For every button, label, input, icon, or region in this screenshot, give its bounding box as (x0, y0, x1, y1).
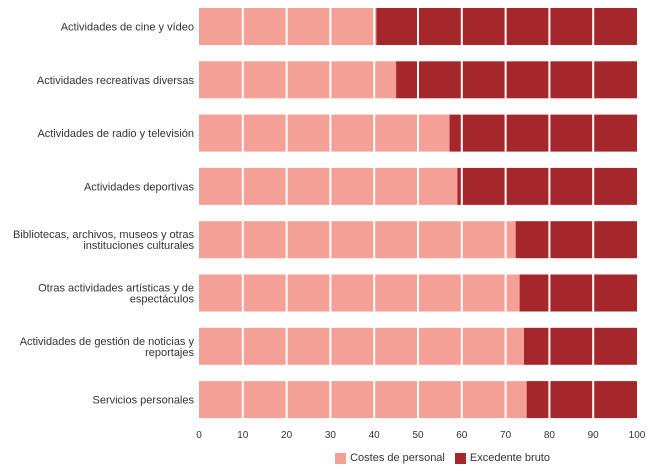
x-tick-label-40: 40 (369, 430, 381, 441)
x-tick-label-70: 70 (500, 430, 512, 441)
bar-excedente-bruto-5 (519, 274, 637, 312)
legend-swatch-costes (335, 452, 347, 464)
bar-costes-personal-1 (199, 61, 397, 99)
category-label-5: Otras actividades artísticas y de espectá… (38, 283, 194, 306)
x-tick-label-100: 100 (629, 430, 646, 441)
x-tick-label-60: 60 (456, 430, 468, 441)
category-labels: Actividades de cine y vídeo Actividades r… (13, 22, 194, 407)
grid-layer (241, 6, 595, 421)
bar-excedente-bruto-1 (396, 61, 637, 99)
x-axis-ticks: 0 10 20 30 40 50 60 70 80 90 100 (196, 430, 646, 441)
bar-costes-personal-0 (199, 8, 377, 45)
x-tick-label-90: 90 (588, 430, 600, 441)
bar-excedente-bruto-4 (515, 221, 637, 259)
legend-label-excedente: Excedente bruto (469, 452, 550, 464)
bar-costes-personal-5 (199, 274, 520, 312)
category-label-7: Servicios personales (93, 395, 195, 407)
bar-excedente-bruto-7 (526, 381, 637, 419)
bar-costes-personal-4 (199, 221, 516, 259)
x-tick-label-20: 20 (281, 430, 293, 441)
x-tick-label-10: 10 (237, 430, 249, 441)
x-tick-label-80: 80 (544, 430, 556, 441)
x-tick-label-0: 0 (196, 430, 202, 441)
stacked-bar-chart: Actividades de cine y vídeo Actividades r… (13, 6, 646, 441)
x-tick-label-50: 50 (412, 430, 424, 441)
x-tick-label-30: 30 (325, 430, 337, 441)
legend: Costes de personal Excedente bruto (0, 450, 650, 466)
bar-excedente-bruto-6 (523, 327, 637, 365)
category-label-0: Actividades de cine y vídeo (61, 22, 194, 34)
category-label-6: Actividades de gestión de noticias y repo… (20, 336, 195, 359)
category-label-4: Bibliotecas, archivos, museos y otras ins… (13, 229, 194, 252)
legend-item-costes: Costes de personal (335, 452, 445, 464)
bar-excedente-bruto-0 (376, 8, 637, 45)
bar-excedente-bruto-2 (449, 114, 637, 152)
bar-costes-personal-2 (199, 114, 450, 152)
category-label-3: Actividades deportivas (84, 181, 195, 193)
legend-label-costes: Costes de personal (350, 452, 445, 464)
bar-excedente-bruto-3 (457, 167, 637, 205)
category-label-1: Actividades recreativas diversas (37, 75, 195, 87)
bar-costes-personal-7 (199, 381, 527, 419)
legend-item-excedente: Excedente bruto (454, 452, 550, 464)
legend-swatch-excedente (454, 452, 466, 464)
bar-costes-personal-6 (199, 327, 524, 365)
category-label-2: Actividades de radio y televisión (37, 128, 194, 140)
